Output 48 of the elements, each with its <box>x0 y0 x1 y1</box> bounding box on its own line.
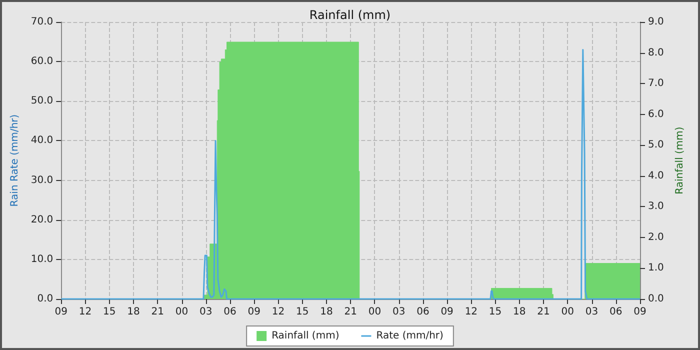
y-axis-title: Rain Rate (mm/hr) <box>10 114 20 207</box>
y2-tick-label: 0.0 <box>648 294 664 304</box>
x-tick-label: 06 <box>224 306 236 318</box>
x-tick-label: 15 <box>103 306 116 318</box>
y-tick-label: 70.0 <box>30 16 54 28</box>
y-tick-label: 60.0 <box>30 56 54 68</box>
x-tick-label: 09 <box>54 306 68 318</box>
y2-tick-label: 3.0 <box>648 201 664 212</box>
x-tick-label: 00 <box>561 306 574 318</box>
legend-label: Rainfall (mm) <box>272 330 340 342</box>
x-tick-label: 15 <box>488 306 502 318</box>
x-tick-label: 21 <box>344 306 357 318</box>
y2-tick-label: 5.0 <box>648 140 664 151</box>
x-tick-label: 09 <box>440 306 454 318</box>
y2-tick-label: 7.0 <box>648 78 664 90</box>
y-tick-label: 40.0 <box>30 135 54 146</box>
y-tick-label: 10.0 <box>30 254 54 265</box>
x-tick-label: 06 <box>416 306 430 318</box>
y2-tick-label: 9.0 <box>648 16 664 28</box>
chart-title: Rainfall (mm) <box>309 8 391 22</box>
y-tick-label: 0.0 <box>37 294 54 304</box>
y-tick-label: 50.0 <box>30 96 54 107</box>
x-tick-label: 00 <box>368 306 382 318</box>
y2-tick-label: 6.0 <box>648 108 664 120</box>
x-tick-label: 21 <box>151 306 164 318</box>
x-tick-label: 15 <box>296 306 309 318</box>
y-tick-label: 30.0 <box>30 174 54 186</box>
x-tick-label: 21 <box>537 306 550 318</box>
x-tick-label: 18 <box>513 306 526 318</box>
y2-tick-label: 8.0 <box>648 47 664 58</box>
x-tick-label: 18 <box>127 306 140 318</box>
y2-axis-title: Rainfall (mm) <box>674 126 686 194</box>
x-tick-label: 12 <box>464 306 478 318</box>
x-tick-label: 09 <box>248 306 260 318</box>
x-tick-label: 03 <box>200 306 212 318</box>
x-tick-label: 03 <box>585 306 598 318</box>
x-tick-label: 03 <box>392 306 406 318</box>
y2-tick-label: 1.0 <box>648 262 664 274</box>
x-tick-label: 00 <box>175 306 188 318</box>
x-tick-label: 12 <box>78 306 92 318</box>
legend-label: Rate (mm/hr) <box>376 330 444 342</box>
y2-tick-label: 2.0 <box>648 232 664 243</box>
x-tick-label: 12 <box>272 306 285 318</box>
x-tick-label: 09 <box>634 306 646 318</box>
y-tick-label: 20.0 <box>30 214 54 226</box>
y2-tick-label: 4.0 <box>648 170 664 182</box>
x-tick-label: 06 <box>610 306 622 318</box>
x-tick-label: 18 <box>320 306 333 318</box>
